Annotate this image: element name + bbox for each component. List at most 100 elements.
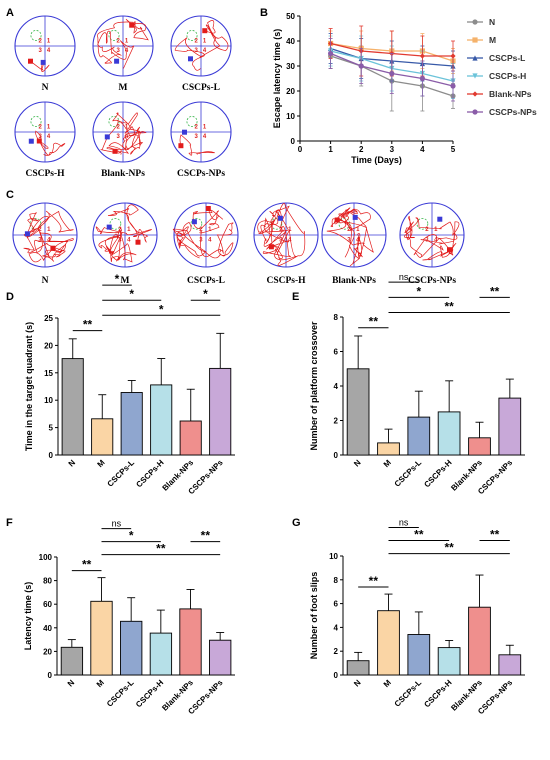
end-square-marker bbox=[129, 22, 135, 28]
platform-zone bbox=[30, 116, 42, 128]
bar-cscps-h bbox=[150, 384, 173, 456]
end-square-marker bbox=[268, 244, 274, 250]
bar-blank-nps bbox=[468, 437, 491, 456]
swim-path bbox=[95, 204, 152, 263]
significance-label: ** bbox=[490, 528, 500, 542]
pool-label-cscps-l: CSCPs-L bbox=[187, 276, 225, 286]
legend-entry-blank-nps: Blank-NPs bbox=[489, 89, 532, 99]
platform-zone bbox=[190, 217, 203, 230]
quadrant-number: 4 bbox=[125, 48, 129, 54]
y-tick-label: 0 bbox=[334, 671, 339, 680]
end-square-marker bbox=[28, 58, 33, 64]
data-point bbox=[389, 70, 395, 77]
pool-label-m: M bbox=[119, 83, 128, 93]
swim-path bbox=[326, 207, 374, 267]
legend-marker bbox=[472, 73, 478, 79]
quadrant-number: 2 bbox=[38, 227, 42, 233]
data-point bbox=[450, 83, 456, 89]
y-tick-label: 2 bbox=[334, 417, 339, 426]
y-tick-label: 40 bbox=[43, 624, 52, 633]
quadrant-number: 3 bbox=[347, 237, 351, 243]
quadrant-number: 4 bbox=[288, 237, 292, 243]
x-tick-label: 2 bbox=[359, 145, 364, 154]
y-axis-title: Time in the target quadrant (s) bbox=[24, 322, 34, 451]
legend-entry-cscps-h: CSCPs-H bbox=[489, 71, 526, 81]
pool-cscps-h: 2 13 4 bbox=[14, 101, 76, 163]
end-square-marker bbox=[202, 28, 208, 34]
panel-letter-c: C bbox=[6, 189, 14, 201]
pool-label-cscps-nps: CSCPs-NPs bbox=[177, 169, 225, 179]
bar-m bbox=[377, 610, 400, 676]
y-tick-label: 0 bbox=[48, 671, 53, 680]
x-tick-label: 4 bbox=[420, 145, 425, 154]
pool-n: 2 13 4 bbox=[12, 202, 78, 268]
quadrant-number: 1 bbox=[125, 38, 129, 44]
quadrant-number: 1 bbox=[127, 227, 131, 233]
quadrant-number: 1 bbox=[288, 227, 292, 233]
y-tick-label: 2 bbox=[334, 647, 339, 656]
quadrant-number: 3 bbox=[199, 237, 203, 243]
data-point bbox=[450, 53, 456, 59]
start-square-marker bbox=[106, 224, 112, 230]
swim-path bbox=[172, 208, 234, 259]
swim-path bbox=[404, 216, 460, 261]
x-category-label: N bbox=[352, 678, 363, 689]
x-category-label: CSCPs-H bbox=[422, 678, 453, 709]
legend-marker bbox=[472, 91, 478, 97]
y-tick-label: 6 bbox=[334, 348, 339, 357]
quadrant-number: 2 bbox=[39, 124, 43, 130]
y-tick-label: 10 bbox=[44, 396, 53, 405]
quadrant-number: 3 bbox=[38, 237, 42, 243]
swim-path bbox=[257, 203, 306, 266]
x-category-label: N bbox=[352, 458, 363, 469]
quadrant-number: 1 bbox=[203, 38, 207, 44]
pool-blank-nps: 2 13 4 bbox=[321, 202, 387, 268]
data-point bbox=[419, 75, 425, 82]
data-point bbox=[358, 63, 364, 69]
panel-letter-b: B bbox=[260, 7, 268, 19]
y-tick-label: 4 bbox=[334, 623, 339, 632]
y-axis-title: Escape latency time (s) bbox=[272, 29, 282, 129]
series-cscps-nps bbox=[328, 38, 456, 102]
x-category-label: M bbox=[96, 458, 107, 469]
pool-cscps-nps: 2 13 4 bbox=[399, 202, 465, 268]
legend-marker bbox=[472, 37, 478, 43]
x-tick-label: 3 bbox=[390, 145, 395, 154]
y-tick-label: 80 bbox=[43, 577, 52, 586]
bar-blank-nps bbox=[179, 420, 202, 456]
y-tick-label: 20 bbox=[286, 87, 295, 96]
platform-zone bbox=[186, 29, 198, 41]
quadrant-number: 2 bbox=[117, 124, 121, 130]
pool-cscps-nps: 2 13 4 bbox=[170, 101, 232, 163]
significance-label: ns bbox=[399, 272, 409, 282]
quadrant-number: 2 bbox=[117, 38, 121, 44]
pool-cscps-l: 2 13 4 bbox=[170, 15, 232, 77]
x-category-label: CSCPs-L bbox=[106, 458, 137, 489]
panel-letter-a: A bbox=[6, 7, 14, 19]
pool-label-n: N bbox=[42, 276, 49, 286]
bar-n bbox=[61, 358, 84, 456]
y-axis-title: Latency time (s) bbox=[23, 582, 33, 651]
quadrant-number: 3 bbox=[195, 48, 199, 54]
y-tick-label: 0 bbox=[334, 451, 339, 460]
quadrant-number: 4 bbox=[47, 134, 51, 140]
pool-blank-nps: 2 13 4 bbox=[92, 101, 154, 163]
bar-m bbox=[91, 418, 114, 456]
start-square-marker bbox=[352, 214, 358, 220]
quadrant-number: 1 bbox=[125, 124, 129, 130]
pool-label-cscps-nps: CSCPs-NPs bbox=[408, 276, 456, 286]
quadrant-number: 2 bbox=[39, 38, 43, 44]
bar-cscps-nps bbox=[498, 654, 522, 676]
quadrant-number: 3 bbox=[117, 48, 121, 54]
end-square-marker bbox=[447, 247, 452, 253]
bar-cscps-l bbox=[120, 620, 143, 676]
y-tick-label: 8 bbox=[334, 313, 339, 322]
legend-entry-cscps-l: CSCPs-L bbox=[489, 53, 525, 63]
x-category-label: M bbox=[382, 678, 393, 689]
quadrant-number: 1 bbox=[434, 227, 438, 233]
significance-label: * bbox=[115, 272, 120, 286]
x-category-label: CSCPs-L bbox=[105, 678, 136, 709]
quadrant-number: 2 bbox=[279, 227, 283, 233]
